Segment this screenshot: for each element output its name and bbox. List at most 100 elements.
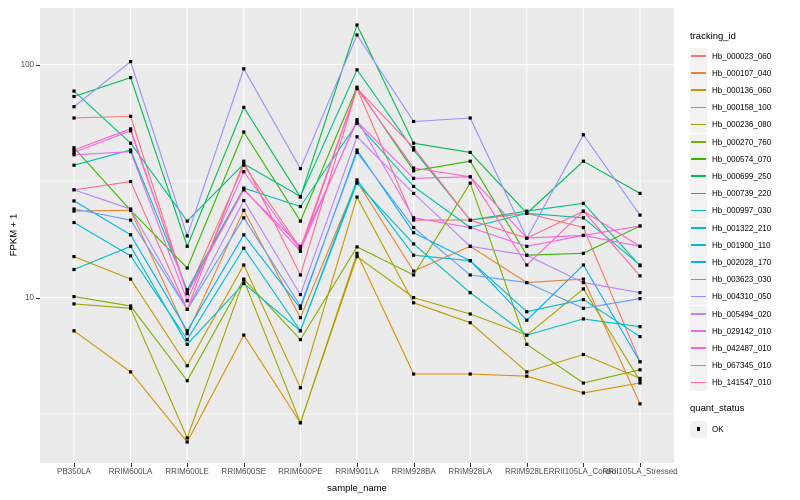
data-point-marker [298, 304, 302, 308]
legend-key-line-icon [691, 295, 706, 298]
plot-panel [40, 8, 674, 463]
data-point-marker [468, 181, 472, 185]
data-point-marker [185, 288, 189, 292]
legend-item-label: Hb_001322_210 [712, 223, 772, 233]
data-point-marker [355, 148, 359, 152]
legend-item-label: Hb_000574_070 [712, 154, 772, 164]
data-point-marker [525, 333, 529, 337]
data-point-marker [298, 386, 302, 390]
legend-quant-item: OK [690, 420, 724, 438]
data-point-marker [185, 299, 189, 303]
data-point-marker [525, 209, 529, 213]
legend-item-label: Hb_067345_010 [712, 361, 772, 371]
data-point-marker [355, 86, 359, 91]
legend-key-line-icon [691, 72, 706, 74]
legend-key-line-icon [691, 123, 706, 126]
legend-item-label: Hb_003623_030 [712, 275, 772, 285]
data-point-marker [581, 298, 585, 302]
data-point-marker [412, 176, 416, 180]
x-tick-label: RRII105LA_Stressed [602, 467, 678, 476]
legend-item: Hb_003623_030 [690, 271, 771, 289]
data-point-marker [129, 304, 133, 308]
data-point-marker [468, 225, 472, 230]
data-point-marker [242, 105, 246, 109]
data-point-marker [355, 121, 359, 125]
data-point-marker [72, 146, 76, 150]
data-point-marker [581, 381, 585, 385]
data-point-marker [581, 277, 585, 281]
data-point-marker [72, 148, 76, 152]
x-tick-mark [526, 463, 528, 467]
data-point-marker [412, 191, 416, 195]
data-point-marker [72, 199, 76, 203]
legend-key-line-icon [691, 278, 706, 281]
legend-key-line-icon [691, 381, 706, 384]
data-point-marker [412, 218, 416, 222]
data-point-marker [72, 207, 76, 211]
data-point-marker [412, 169, 416, 173]
y-tick-mark [36, 64, 40, 66]
legend-item-label: Hb_000270_760 [712, 137, 772, 147]
legend-item: Hb_067345_010 [690, 357, 771, 375]
legend-item: Hb_004310_050 [690, 288, 771, 306]
legend-item: Hb_000699_250 [690, 167, 771, 185]
legend-key [690, 47, 707, 65]
legend-key-line-icon [691, 175, 706, 177]
legend-item: Hb_000739_220 [690, 185, 771, 203]
data-point-marker [242, 170, 246, 174]
y-tick-mark [36, 297, 40, 299]
legend-item-label: Hb_141547_010 [712, 378, 772, 388]
x-tick-label: RRIM901LA [335, 467, 379, 476]
data-point-marker [72, 105, 76, 109]
data-point-marker [525, 244, 529, 248]
data-point-marker [72, 116, 76, 120]
data-point-marker [468, 291, 472, 295]
legend-item: Hb_000574_070 [690, 150, 771, 168]
data-point-marker [298, 293, 302, 297]
legend-item: Hb_000107_040 [690, 64, 771, 82]
data-point-marker [72, 163, 76, 167]
legend-key [690, 185, 707, 203]
data-point-marker [185, 379, 189, 383]
data-point-marker [185, 244, 189, 248]
legend-key-line-icon [691, 106, 706, 109]
x-tick-label: RRIM600LA [108, 467, 153, 476]
plot-area-svg [40, 8, 674, 463]
x-tick-mark [357, 463, 358, 467]
data-point-marker [298, 329, 302, 333]
data-point-marker [355, 135, 359, 139]
data-point-marker [525, 211, 529, 215]
data-point-marker [355, 23, 359, 27]
legend-item: Hb_141547_010 [690, 374, 771, 392]
data-point-marker [412, 119, 416, 124]
data-point-marker [129, 218, 133, 222]
data-point-marker [129, 127, 133, 131]
legend-key [690, 81, 707, 99]
data-point-marker [525, 263, 529, 267]
data-point-marker [638, 191, 642, 195]
legend-key-line-icon [691, 227, 706, 229]
x-tick-mark [130, 463, 132, 467]
data-point-marker [412, 146, 416, 150]
data-point-marker [638, 291, 642, 295]
data-point-marker [298, 249, 302, 253]
data-point-marker [185, 307, 189, 311]
data-point-marker [185, 338, 189, 342]
data-point-marker [298, 244, 302, 248]
data-point-marker [468, 273, 472, 277]
data-point-marker [355, 119, 359, 124]
data-point-marker [581, 225, 585, 230]
data-point-marker [412, 231, 416, 235]
legend-item-label: Hb_005494_020 [712, 309, 772, 319]
legend-item-label: Hb_002028_170 [712, 257, 772, 267]
data-point-marker [638, 376, 642, 380]
data-point-marker [72, 267, 76, 272]
x-tick-label: RRIM928LE [505, 467, 549, 476]
data-point-marker [242, 162, 246, 166]
data-point-marker [412, 253, 416, 257]
legend-key-line-icon [691, 261, 706, 263]
legend: tracking_id Hb_000023_060 Hb_000107_040 Hb_… [688, 0, 800, 500]
data-point-marker [129, 114, 133, 118]
data-point-marker [185, 332, 189, 336]
data-point-marker [185, 364, 189, 368]
